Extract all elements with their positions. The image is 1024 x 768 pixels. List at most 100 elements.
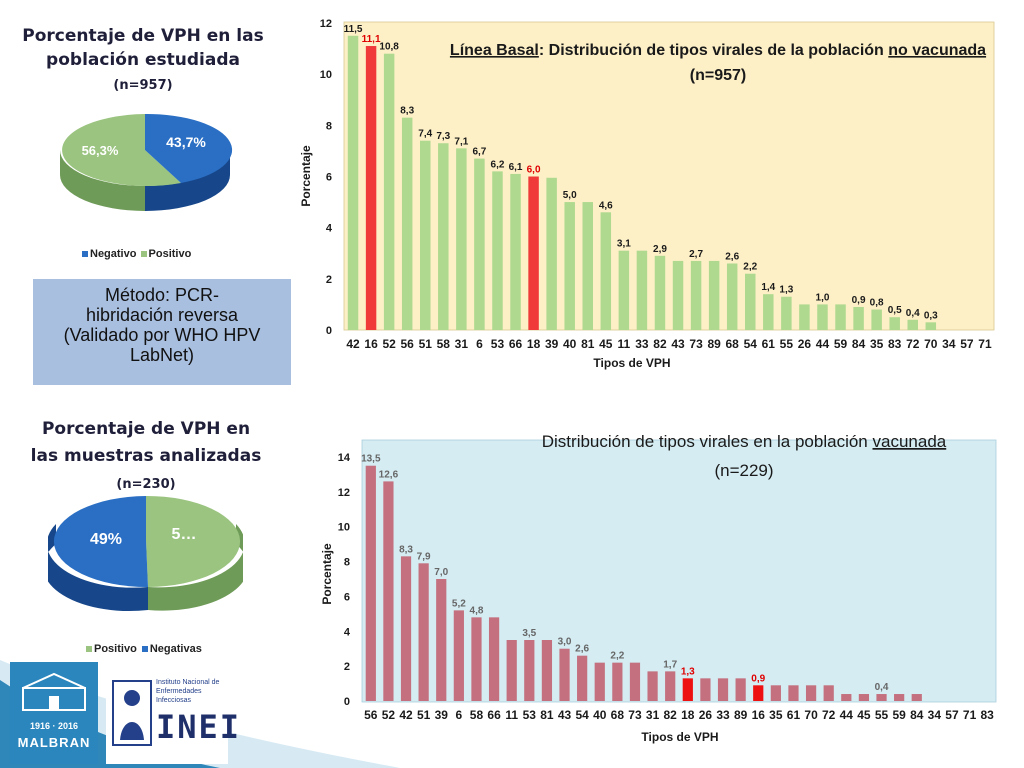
chart1-bar-39 <box>546 177 557 330</box>
pie2-title-text: Porcentaje de VPH en las muestras analiz… <box>30 419 262 466</box>
chart2-xtick-42: 42 <box>399 708 413 722</box>
chart1-bar-43 <box>672 260 684 330</box>
inei-title: Instituto Nacional de Enfermedades Infec… <box>156 679 220 704</box>
chart1-bars: 11,511,110,8 8,3 7,4 7,3 7,1 6,7 6,2 6,1 6,0 5,0 4… <box>344 24 938 331</box>
chart1-value-label-44: 1,0 <box>816 292 830 303</box>
chart1-value-label-18: 6,0 <box>527 165 541 176</box>
inei-figure-head <box>124 690 140 706</box>
pie1-chart: 43,7% 56,3% <box>60 113 233 211</box>
chart1-value-label-66: 6,1 <box>509 162 523 173</box>
chart2-title-underlined: vacunada <box>873 432 947 451</box>
chart1-xtick-54: 54 <box>744 337 758 351</box>
chart2-ytick-6: 6 <box>344 591 350 603</box>
chart1-title-prefix: Línea Basal <box>450 42 539 59</box>
chart2-bar-51 <box>418 563 429 701</box>
chart2-xtick-55: 55 <box>875 708 889 722</box>
chart2-xtick-83: 83 <box>981 708 995 722</box>
chart2-ylabel: Porcentaje <box>320 543 334 605</box>
chart2-bar-26 <box>700 678 711 701</box>
chart2-bar-56 <box>365 465 376 701</box>
chart2-xtick-57: 57 <box>945 708 959 722</box>
chart2-bar-42 <box>400 556 412 701</box>
chart2-bar-59 <box>894 694 905 701</box>
chart1-xtick-58: 58 <box>437 337 451 351</box>
chart2-bar-84 <box>911 694 922 701</box>
chart2-value-label-6: 5,2 <box>452 598 466 609</box>
chart1-bar-70 <box>925 322 937 330</box>
chart1-value-label-72: 0,4 <box>906 308 920 319</box>
chart2-bar-68 <box>612 662 623 701</box>
chart2-bars: 13,5 12,6 8,3 7,97,0 5,2 4,8 3,5 3,02,6 2,2 1,7 1,… <box>361 454 922 701</box>
chart2-value-label-55: 0,4 <box>875 682 889 693</box>
pie2-side-blue <box>48 524 148 612</box>
chart1-xtick-68: 68 <box>726 337 740 351</box>
chart1-ytick-0: 0 <box>326 325 332 337</box>
chart1-xtick-81: 81 <box>581 337 595 351</box>
chart1-bar-84 <box>853 306 864 330</box>
chart1-value-label-52: 10,8 <box>379 42 399 53</box>
pie1-legend-positivo: Positivo <box>148 248 192 260</box>
chart2-ytick-4: 4 <box>344 626 351 638</box>
chart2-bar-66 <box>488 617 500 701</box>
method-line1: Método: PCR- <box>104 285 220 305</box>
method-line3: (Validado por WHO HPV <box>63 325 261 345</box>
chart2-xtick-34: 34 <box>928 708 942 722</box>
pie1-legend-negativo: Negativo <box>90 248 137 260</box>
chart1-bar-26 <box>799 304 810 330</box>
chart2-xtick-39: 39 <box>435 708 449 722</box>
chart1-value-label-73: 2,7 <box>689 249 703 260</box>
chart2-xtick-82: 82 <box>664 708 678 722</box>
pie2-slice-positivo <box>146 495 241 587</box>
chart1-ytick-2: 2 <box>326 274 332 286</box>
chart1-plot-bg <box>343 21 995 331</box>
chart2-bar-54 <box>577 655 588 701</box>
chart2-xlabel: Tipos de VPH <box>641 730 718 744</box>
chart2-bar-43 <box>559 648 570 701</box>
pie2-chart: 5… 49% <box>48 495 243 612</box>
chart1-value-label-40: 5,0 <box>563 190 577 201</box>
chart2-bar-58 <box>471 617 482 701</box>
chart1-xtick-16: 16 <box>364 337 378 351</box>
chart2-value-label-39: 7,0 <box>434 567 448 578</box>
chart2-xtick-73: 73 <box>628 708 642 722</box>
chart2-ytick-0: 0 <box>344 696 350 708</box>
chart1-xtick-26: 26 <box>798 337 812 351</box>
chart1-xtick-39: 39 <box>545 337 559 351</box>
chart2-value-label-53: 3,5 <box>522 628 536 639</box>
chart1-bar-53 <box>492 171 503 330</box>
chart1-bar-81 <box>582 202 593 330</box>
chart2-xtick-45: 45 <box>857 708 871 722</box>
chart2-value-label-16: 0,9 <box>751 673 765 684</box>
chart1-xtick-72: 72 <box>906 337 920 351</box>
malbran-logo: 1916 · 2016 MALBRAN <box>10 662 98 764</box>
chart2-xtick-26: 26 <box>699 708 713 722</box>
pie1-legend-swatch-negativo <box>82 251 88 258</box>
chart2-bar-33 <box>717 678 729 701</box>
pie1-legend-swatch-positivo <box>140 251 147 258</box>
chart1-xtick-42: 42 <box>346 337 360 351</box>
chart1-value-label-42: 11,5 <box>344 24 363 35</box>
chart1-xtick-45: 45 <box>599 337 613 351</box>
chart1-value-label-53: 6,2 <box>491 159 505 170</box>
chart2-value-label-82: 1,7 <box>663 659 677 670</box>
chart1-value-label-84: 0,9 <box>852 295 866 306</box>
chart2-bar-72 <box>823 685 834 701</box>
chart1-value-label-58: 7,3 <box>436 131 450 142</box>
chart2-bar-11 <box>506 640 517 701</box>
chart1-xtick-43: 43 <box>671 337 685 351</box>
chart2-value-label-58: 4,8 <box>470 605 484 616</box>
pie1-slice-negativo <box>145 113 233 183</box>
chart2-xtick-33: 33 <box>716 708 730 722</box>
chart2-value-label-56: 13,5 <box>361 454 381 465</box>
chart1-xtick-89: 89 <box>707 337 721 351</box>
chart2-xtick-35: 35 <box>769 708 783 722</box>
chart1-xtick-33: 33 <box>635 337 649 351</box>
chart1-title-line1: Línea Basal: Distribución de tipos viral… <box>450 42 986 59</box>
chart1-ytick-6: 6 <box>326 172 332 184</box>
chart1-bar-18 <box>528 176 539 330</box>
chart2-value-label-54: 2,6 <box>575 644 589 655</box>
chart1-bar-54 <box>745 273 756 330</box>
chart1-value-label-31: 7,1 <box>454 136 468 147</box>
chart1-xtick-31: 31 <box>455 337 469 351</box>
